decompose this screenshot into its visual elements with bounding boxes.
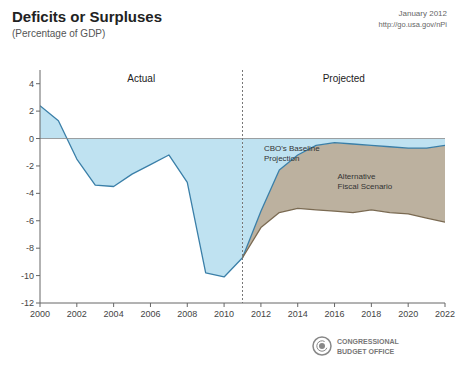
text-line: Projection (264, 154, 300, 163)
x-tick-label: 2002 (67, 309, 87, 319)
series-label: AlternativeFiscal Scenario (338, 172, 393, 191)
y-tick (36, 193, 40, 194)
x-tick-label: 2018 (361, 309, 381, 319)
x-tick (187, 303, 188, 307)
series-line (40, 106, 243, 277)
url-note: http://go.usa.gov/nPi (379, 20, 448, 29)
x-tick (40, 303, 41, 307)
x-axis-line (40, 303, 445, 304)
x-tick-label: 2006 (140, 309, 160, 319)
title: Deficits or Surpluses (12, 8, 162, 25)
chart: Deficits or Surpluses (Percentage of GDP)… (0, 0, 459, 365)
y-tick-label: 4 (29, 79, 34, 89)
logo-arc (317, 341, 327, 351)
x-tick-label: 2016 (325, 309, 345, 319)
x-tick (224, 303, 225, 307)
logo-text: CONGRESSIONAL (337, 338, 400, 345)
date-note: January 2012 (399, 9, 448, 18)
series-line (243, 208, 446, 257)
plot-area (40, 70, 445, 303)
logo-text: BUDGET OFFICE (337, 348, 394, 355)
x-tick (334, 303, 335, 307)
area-fill (243, 143, 446, 258)
region-label: Projected (323, 73, 365, 84)
y-tick-label: -12 (21, 298, 34, 308)
text-line: Alternative (338, 172, 376, 181)
x-tick (408, 303, 409, 307)
y-tick (36, 220, 40, 221)
y-tick (36, 165, 40, 166)
y-tick-label: 2 (29, 106, 34, 116)
divider-line (242, 70, 243, 303)
y-tick (36, 83, 40, 84)
series-line (243, 143, 446, 258)
x-tick (297, 303, 298, 307)
logo-ring (313, 337, 331, 355)
x-tick-label: 2000 (30, 309, 50, 319)
y-tick (36, 111, 40, 112)
x-tick (76, 303, 77, 307)
logo-dot (319, 343, 325, 349)
x-tick-label: 2004 (104, 309, 124, 319)
y-tick-label: -4 (26, 188, 34, 198)
y-tick (36, 248, 40, 249)
region-label: Actual (127, 73, 155, 84)
area-fill (243, 139, 446, 258)
y-tick (36, 275, 40, 276)
y-tick-label: -8 (26, 243, 34, 253)
x-tick-label: 2022 (435, 309, 455, 319)
y-tick (36, 303, 40, 304)
y-tick (36, 138, 40, 139)
x-tick-label: 2010 (214, 309, 234, 319)
logo (313, 337, 331, 355)
x-tick-label: 2020 (398, 309, 418, 319)
x-tick (371, 303, 372, 307)
y-tick-label: -2 (26, 161, 34, 171)
y-tick-label: 0 (29, 134, 34, 144)
x-tick (150, 303, 151, 307)
x-tick-label: 2012 (251, 309, 271, 319)
subtitle: (Percentage of GDP) (12, 28, 105, 39)
x-tick-label: 2008 (177, 309, 197, 319)
y-tick-label: -10 (21, 271, 34, 281)
x-tick (113, 303, 114, 307)
page: {"chart_data": { "type": "area", "title"… (0, 0, 459, 365)
area-fill (40, 106, 243, 277)
y-axis-line (40, 70, 41, 303)
x-tick (260, 303, 261, 307)
series-label: CBO's BaselineProjection (264, 144, 320, 163)
text-line: CBO's Baseline (264, 144, 320, 153)
y-tick-label: -6 (26, 216, 34, 226)
text-line: Fiscal Scenario (338, 182, 393, 191)
x-tick (445, 303, 446, 307)
x-tick-label: 2014 (288, 309, 308, 319)
